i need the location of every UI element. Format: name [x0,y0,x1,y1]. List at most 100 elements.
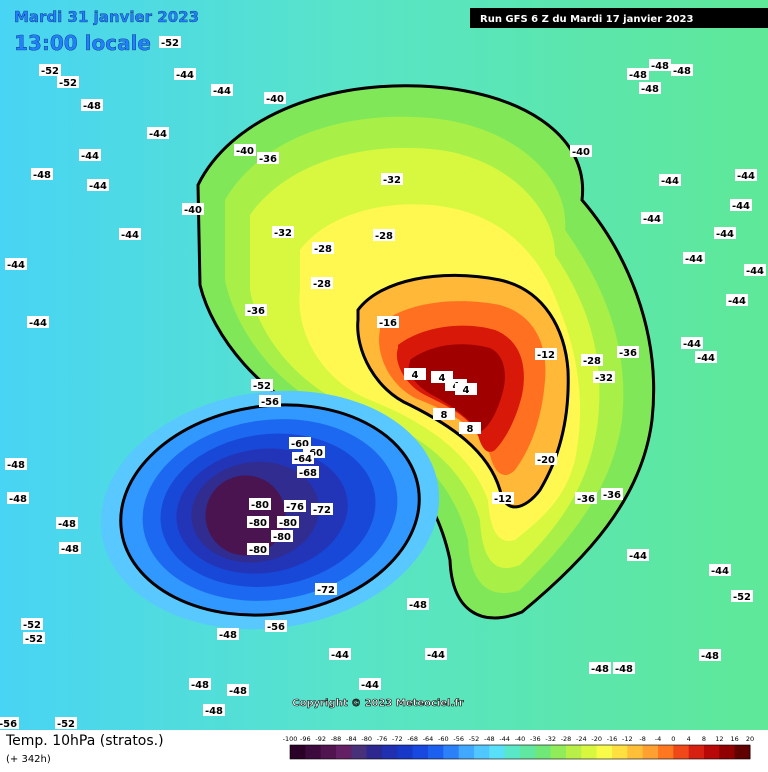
label-background [455,383,477,395]
contour-label: -48 [629,70,647,81]
color-swatch [428,745,444,759]
label-background [297,466,319,478]
contour-label: -44 [89,181,107,192]
contour-label: -52 [733,592,751,603]
color-swatch [290,745,306,759]
contour-label: -44 [427,650,445,661]
scale-label: -20 [591,735,602,743]
label-background [613,662,635,674]
label-background [245,304,267,316]
label-background [203,704,225,716]
scale-label: -68 [407,735,418,743]
colorbar-frame [289,744,751,760]
label-background [5,458,27,470]
contour-label: -48 [9,494,27,505]
label-background [407,598,429,610]
scale-label: -96 [300,735,311,743]
contour-label: -44 [716,229,734,240]
label-background [311,277,333,289]
color-swatch [458,745,475,759]
run-box [470,8,768,28]
local-time: 13:00 locale [14,31,151,55]
color-swatch [704,745,720,759]
scale-label: 0 [671,735,675,743]
contour-label: -44 [685,254,703,265]
contour-label: -48 [651,61,669,72]
copyright: Copyright © 2023 Meteociel.fr [292,698,463,709]
contour-label: -28 [314,244,332,255]
color-swatch [351,745,368,759]
label-background [217,628,239,640]
contour-label: -16 [379,318,397,329]
scale-label: -100 [283,735,298,743]
label-background [21,618,43,630]
color-swatch [412,745,429,759]
label-background [535,348,557,360]
label-background [681,337,703,349]
contour-label: -44 [728,296,746,307]
color-swatch [673,745,690,759]
label-background [433,408,455,420]
label-background [39,64,61,76]
label-background [249,498,271,510]
label-background [581,354,603,366]
label-background [709,564,731,576]
label-background [79,149,101,161]
contour-label: -48 [191,680,209,691]
contour-label: -48 [615,664,633,675]
label-background [56,517,78,529]
label-background [329,648,351,660]
label-background [81,99,103,111]
label-background [535,453,557,465]
color-swatch [734,745,751,759]
color-swatch [504,745,521,759]
label-background [87,179,109,191]
color-swatch [612,745,628,759]
contour-label: 8 [467,424,474,435]
scale-label: -64 [423,735,434,743]
label-background [227,684,249,696]
contour-label: -48 [229,686,247,697]
scale-label: 8 [702,735,706,743]
contour-label: -32 [595,373,613,384]
label-background [284,500,306,512]
color-swatch [520,745,536,759]
contour-label: -48 [409,600,427,611]
contour-label: -80 [273,532,291,543]
label-background [575,492,597,504]
contour-label: -48 [83,101,101,112]
label-background [683,252,705,264]
contour-label: -32 [274,228,292,239]
scale-label: -44 [499,735,510,743]
color-swatch [305,745,322,759]
contour-label: -32 [383,175,401,186]
color-swatch [581,745,598,759]
map: -52-52-52-44-44-48-44-44-48-44-44-44-44-… [0,0,768,730]
contour-label: -72 [317,585,335,596]
label-background [312,242,334,254]
contour-label: -44 [732,201,750,212]
label-background [265,620,287,632]
scale-label: -4 [655,735,661,743]
label-background [593,371,615,383]
label-background [31,168,53,180]
scale-label: 12 [715,735,723,743]
color-swatch [320,745,337,759]
label-background [27,316,49,328]
color-swatch [443,745,460,759]
contour-label: -12 [494,494,512,505]
contour-label: 4 [412,370,419,381]
color-swatch [566,745,582,759]
contour-label: -36 [619,348,637,359]
label-background [55,717,77,729]
scale-label: 16 [731,735,739,743]
label-background [492,492,514,504]
contour-label: -44 [643,214,661,225]
scale-label: -52 [469,735,480,743]
label-background [627,549,649,561]
contour-label: -40 [266,94,284,105]
contour-label: -76 [286,502,304,513]
contour-label: -44 [121,230,139,241]
label-background [735,169,757,181]
scale-label: -16 [607,735,618,743]
